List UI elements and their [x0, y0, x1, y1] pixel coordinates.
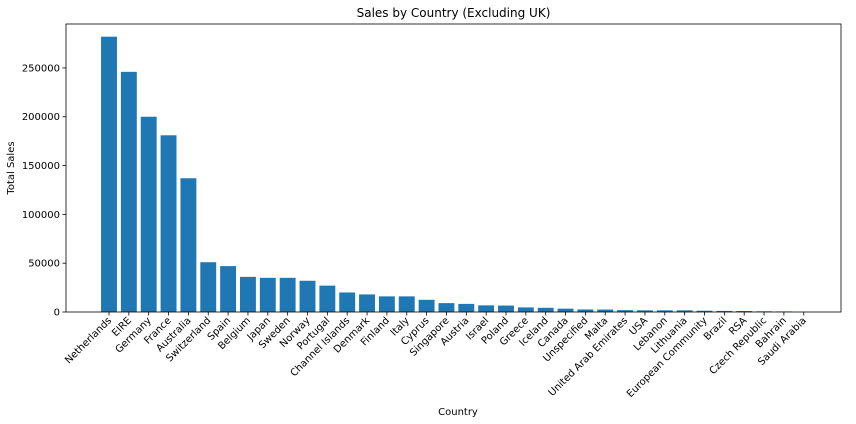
- chart-title: Sales by Country (Excluding UK): [357, 6, 551, 20]
- bar-eire: [120, 71, 137, 313]
- bar-norway: [299, 280, 316, 312]
- bar-finland: [378, 296, 395, 312]
- plot-frame: [65, 23, 842, 313]
- x-axis: NetherlandsEIREGermanyFranceAustraliaSwi…: [63, 312, 809, 400]
- x-tick-label: Brazil: [702, 315, 730, 343]
- bar-unspecified: [577, 309, 594, 312]
- bar-lebanon: [656, 310, 673, 312]
- bar-malta: [597, 309, 614, 312]
- bar-germany: [140, 116, 157, 313]
- bar-belgium: [240, 276, 256, 312]
- bar-australia: [180, 178, 197, 312]
- y-tick-label: 150000: [22, 161, 60, 172]
- bar-netherlands: [101, 36, 117, 312]
- y-tick-label: 0: [54, 308, 60, 319]
- bar-switzerland: [200, 262, 217, 312]
- y-tick-label: 100000: [22, 210, 60, 221]
- bar-canada: [557, 308, 574, 312]
- plot-area: 0 50000 100000 150000 200000 250000 Netherlan…: [22, 23, 842, 400]
- bar-united-arab-emirates: [617, 310, 634, 312]
- bar-portugal: [319, 285, 336, 312]
- bar-rsa: [736, 311, 753, 312]
- bar-spain: [220, 266, 237, 312]
- bar-european-community: [696, 310, 713, 312]
- bar-france: [160, 135, 177, 312]
- bar-poland: [498, 305, 514, 312]
- bar-iceland: [537, 307, 554, 312]
- bar-israel: [478, 305, 495, 312]
- bar-cyprus: [418, 299, 435, 312]
- bars-group: [101, 36, 812, 313]
- bar-brazil: [716, 310, 733, 312]
- y-axis-label: Total Sales: [6, 141, 17, 195]
- y-tick-label: 250000: [22, 63, 60, 74]
- bar-austria: [458, 303, 475, 312]
- y-axis: 0 50000 100000 150000 200000 250000: [22, 63, 66, 319]
- bar-channel-islands: [339, 292, 356, 312]
- bar-italy: [398, 296, 415, 312]
- x-axis-label: Country: [438, 407, 478, 418]
- x-tick-label: Netherlands: [63, 315, 114, 366]
- bar-denmark: [359, 294, 375, 312]
- bar-lithuania: [676, 310, 693, 312]
- bar-usa: [637, 310, 653, 312]
- bar-japan: [259, 277, 276, 312]
- bar-greece: [517, 307, 534, 312]
- bar-sweden: [279, 277, 296, 312]
- y-tick-label: 50000: [28, 259, 60, 270]
- bar-singapore: [438, 303, 455, 312]
- y-tick-label: 200000: [22, 112, 60, 123]
